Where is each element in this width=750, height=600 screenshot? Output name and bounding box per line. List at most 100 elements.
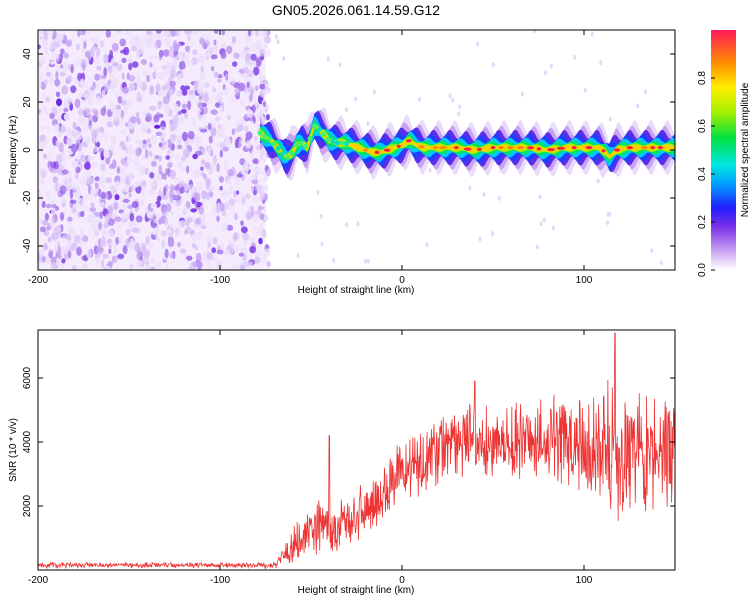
noise-blob: [79, 228, 85, 237]
noise-blob: [133, 218, 137, 227]
snr-x-axis-label: Height of straight line (km): [298, 585, 415, 596]
noise-blob: [54, 78, 61, 87]
noise-blob: [83, 109, 87, 116]
noise-blob: [253, 136, 258, 141]
noise-blob: [210, 54, 218, 60]
noise-blob: [194, 202, 198, 208]
noise-blob: [209, 191, 214, 198]
noise-blob: [63, 113, 71, 121]
ridge-blob: [334, 140, 340, 146]
speck: [356, 221, 360, 227]
noise-blob: [264, 108, 268, 114]
noise-blob: [61, 151, 66, 159]
noise-blob: [106, 229, 110, 237]
noise-blob: [61, 258, 66, 264]
speck: [590, 31, 594, 37]
ridge-blob: [266, 136, 272, 142]
noise-blob: [78, 91, 84, 98]
noise-blob: [156, 212, 161, 218]
noise-blob: [222, 84, 226, 90]
noise-blob: [90, 195, 94, 202]
noise-blob: [203, 173, 208, 180]
speck: [296, 253, 300, 259]
noise-blob: [165, 211, 171, 216]
noise-blob: [101, 132, 109, 138]
noise-blob: [65, 127, 73, 137]
noise-blob: [62, 64, 67, 74]
noise-blob: [38, 44, 41, 50]
speck: [320, 241, 324, 247]
noise-blob: [160, 230, 167, 237]
noise-blob: [110, 81, 116, 91]
spectrogram-y-tick-label: -40: [22, 238, 33, 253]
noise-blob: [145, 206, 149, 214]
noise-blob: [128, 172, 133, 181]
noise-blob: [96, 65, 102, 71]
noise-blob: [253, 66, 260, 76]
noise-blob: [216, 185, 221, 193]
noise-blob: [198, 95, 203, 101]
noise-blob: [245, 37, 252, 43]
noise-blob: [113, 201, 119, 211]
noise-blob: [181, 103, 188, 109]
noise-blob: [210, 122, 217, 128]
noise-blob: [148, 150, 153, 158]
noise-blob: [44, 212, 50, 221]
noise-blob: [128, 62, 133, 71]
noise-blob: [136, 259, 143, 266]
noise-blob: [161, 239, 165, 249]
noise-blob: [55, 140, 59, 148]
noise-blob: [128, 241, 135, 250]
noise-blob: [141, 189, 146, 198]
ridge-blob: [280, 151, 286, 157]
noise-blob: [264, 248, 271, 258]
spectrogram-x-tick-label: 100: [576, 275, 593, 286]
noise-blob: [211, 247, 216, 254]
noise-blob: [149, 85, 154, 95]
noise-blob: [203, 94, 209, 103]
ridge-blob: [271, 141, 277, 147]
noise-blob: [157, 237, 161, 242]
noise-blob: [63, 107, 69, 113]
noise-blob: [191, 49, 198, 56]
noise-blob: [98, 221, 102, 231]
noise-blob: [225, 138, 231, 146]
noise-blob: [123, 162, 129, 168]
noise-blob: [77, 56, 82, 66]
noise-blob: [98, 126, 105, 133]
ridge-blob: [325, 136, 331, 142]
noise-blob: [213, 94, 221, 102]
speck: [418, 96, 421, 102]
noise-blob: [225, 73, 229, 81]
noise-blob: [251, 179, 259, 185]
noise-blob: [215, 116, 220, 122]
speck: [363, 258, 367, 264]
ridge-peak: [571, 146, 577, 150]
noise-blob: [250, 185, 254, 193]
noise-blob: [107, 65, 113, 74]
noise-blob: [138, 78, 143, 89]
spectrogram-x-axis-label: Height of straight line (km): [298, 285, 415, 296]
speck: [608, 211, 612, 217]
noise-blob: [169, 169, 176, 179]
noise-blob: [169, 122, 175, 132]
noise-blob: [148, 242, 155, 248]
noise-blob: [112, 62, 119, 67]
noise-blob: [71, 133, 79, 138]
noise-blob: [135, 39, 142, 49]
noise-blob: [71, 207, 77, 214]
noise-blob: [175, 90, 181, 98]
noise-blob: [117, 96, 123, 104]
noise-blob: [263, 203, 267, 214]
colorbar-tick-label: 0.6: [697, 119, 708, 133]
speck: [476, 41, 480, 47]
speck: [538, 194, 542, 200]
noise-blob: [124, 156, 128, 162]
noise-blob: [88, 213, 96, 222]
ridge-blob: [284, 154, 290, 160]
noise-blob: [266, 261, 271, 267]
noise-blob: [84, 30, 92, 35]
snr-x-tick-label: 0: [399, 575, 405, 586]
noise-blob: [184, 219, 190, 227]
noise-blob: [240, 191, 244, 200]
